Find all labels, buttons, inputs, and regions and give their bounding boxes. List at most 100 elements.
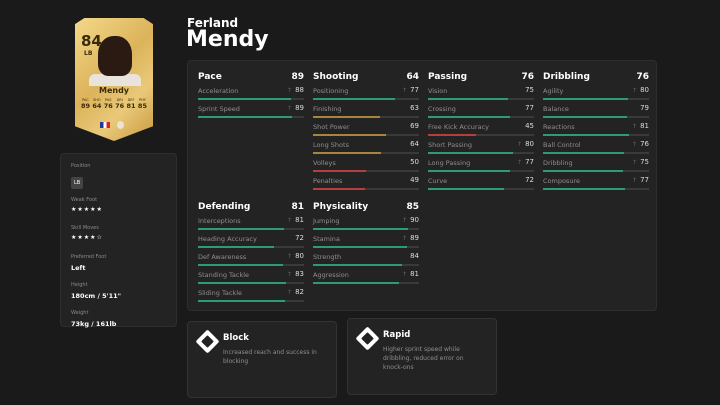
stat-name: Jumping <box>313 217 340 225</box>
stat-row: Free Kick Accuracy 45 <box>428 121 534 139</box>
weight-value: 73kg / 161lb <box>71 320 117 328</box>
stat-name: Dribbling <box>543 159 573 167</box>
stat-value: 83 <box>295 270 304 278</box>
card-name: Mendy <box>98 86 130 95</box>
stat-row: Sliding Tackle ↑ 82 <box>198 287 304 305</box>
stat-bar-fill <box>543 188 625 190</box>
card-stat: PHY 85 <box>137 98 148 110</box>
stat-row: Standing Tackle ↑ 83 <box>198 269 304 287</box>
card-stat-label: PHY <box>139 98 146 102</box>
stat-bar <box>313 264 419 266</box>
card-stat-label: DRI <box>116 98 123 102</box>
stat-row: Strength 84 <box>313 251 419 269</box>
stat-bar-fill <box>198 98 292 100</box>
stat-bar <box>543 170 649 172</box>
weak-foot-stars: ★★★★★ <box>71 206 103 213</box>
stat-bar-fill <box>198 282 286 284</box>
stat-bar-fill <box>198 228 284 230</box>
boost-arrow-icon: ↑ <box>286 289 292 296</box>
stat-bar <box>313 152 419 154</box>
stat-bar <box>428 188 534 190</box>
player-card: 84 LB Mendy PAC 89 SHO 64 PAS 76 DRI 76 DEF 81 PHY… <box>75 18 153 141</box>
stat-value: 72 <box>525 176 534 184</box>
weight-label: Weight <box>71 310 89 316</box>
stat-bar <box>543 98 649 100</box>
stat-bar <box>313 170 419 172</box>
stat-group-shooting: Shooting 64 Positioning ↑ 77 Finishing 63 Shot … <box>313 69 419 193</box>
stat-row: Shot Power 69 <box>313 121 419 139</box>
stat-value: 75 <box>525 86 534 94</box>
stat-name: Standing Tackle <box>198 271 250 279</box>
stat-name: Strength <box>313 253 342 261</box>
stat-name: Def Awareness <box>198 253 247 261</box>
stat-bar <box>313 134 419 136</box>
stat-value: 76 <box>640 140 649 148</box>
stat-name: Free Kick Accuracy <box>428 123 490 131</box>
stat-row: Acceleration ↑ 88 <box>198 85 304 103</box>
stat-name: Agility <box>543 87 564 95</box>
group-name: Physicality <box>313 202 369 212</box>
height-value: 180cm / 5'11" <box>71 292 122 300</box>
info-panel: Position LB Weak Foot ★★★★★ Skill Moves … <box>60 153 177 328</box>
player-photo <box>98 36 132 76</box>
stat-name: Positioning <box>313 87 349 95</box>
stat-value: 89 <box>410 234 419 242</box>
stat-bar-fill <box>313 134 387 136</box>
stat-bar-fill <box>428 116 510 118</box>
playstyle-name: Rapid <box>383 330 411 340</box>
stat-name: Long Shots <box>313 141 349 149</box>
card-position: LB <box>84 50 93 57</box>
boost-arrow-icon: ↑ <box>286 253 292 260</box>
preferred-foot-label: Preferred Foot <box>71 254 107 260</box>
stat-row: Jumping ↑ 90 <box>313 215 419 233</box>
stat-bar <box>198 246 304 248</box>
stat-group-dribbling: Dribbling 76 Agility ↑ 80 Balance 79 Reactions ↑… <box>543 69 649 193</box>
stat-bar-fill <box>428 188 505 190</box>
boost-arrow-icon: ↑ <box>286 105 292 112</box>
card-stat: PAS 76 <box>103 98 114 110</box>
card-stat-label: PAS <box>105 98 112 102</box>
group-value: 89 <box>291 72 304 82</box>
stat-name: Penalties <box>313 177 343 185</box>
group-header: Defending 81 <box>198 199 304 215</box>
stat-bar <box>198 282 304 284</box>
stat-bar <box>198 228 304 230</box>
stat-row: Interceptions ↑ 81 <box>198 215 304 233</box>
stat-bar-fill <box>543 116 627 118</box>
block-icon <box>195 329 220 354</box>
card-stat: DRI 76 <box>114 98 125 110</box>
stat-bar <box>428 134 534 136</box>
stat-bar <box>313 282 419 284</box>
stat-row: Composure ↑ 77 <box>543 175 649 193</box>
card-stat-label: PAC <box>82 98 89 102</box>
playstyle-description: Higher sprint speed while dribbling, red… <box>383 346 464 371</box>
stat-bar-fill <box>428 170 510 172</box>
preferred-foot-value: Left <box>71 264 86 272</box>
stat-row: Ball Control ↑ 76 <box>543 139 649 157</box>
card-stat: SHO 64 <box>91 98 102 110</box>
playstyle-block[interactable]: Block Increased reach and success in blo… <box>187 321 337 398</box>
group-name: Passing <box>428 72 468 82</box>
stat-name: Sliding Tackle <box>198 289 243 297</box>
skill-moves-label: Skill Moves <box>71 225 99 231</box>
stat-name: Crossing <box>428 105 456 113</box>
stat-name: Shot Power <box>313 123 350 131</box>
stat-row: Short Passing ↑ 80 <box>428 139 534 157</box>
stat-value: 80 <box>640 86 649 94</box>
stat-value: 72 <box>295 234 304 242</box>
card-stat: DEF 81 <box>126 98 137 110</box>
stat-bar-fill <box>198 246 275 248</box>
group-name: Shooting <box>313 72 359 82</box>
stat-bar <box>543 188 649 190</box>
stat-row: Long Shots 64 <box>313 139 419 157</box>
playstyle-rapid[interactable]: Rapid Higher sprint speed while dribblin… <box>347 318 497 395</box>
boost-arrow-icon: ↑ <box>401 217 407 224</box>
stat-value: 84 <box>410 252 419 260</box>
stat-name: Reactions <box>543 123 575 131</box>
stat-value: 81 <box>410 270 419 278</box>
stat-bar-fill <box>313 282 399 284</box>
stat-name: Composure <box>543 177 580 185</box>
stat-bar-fill <box>543 170 623 172</box>
stat-row: Aggression ↑ 81 <box>313 269 419 287</box>
stat-bar <box>198 264 304 266</box>
